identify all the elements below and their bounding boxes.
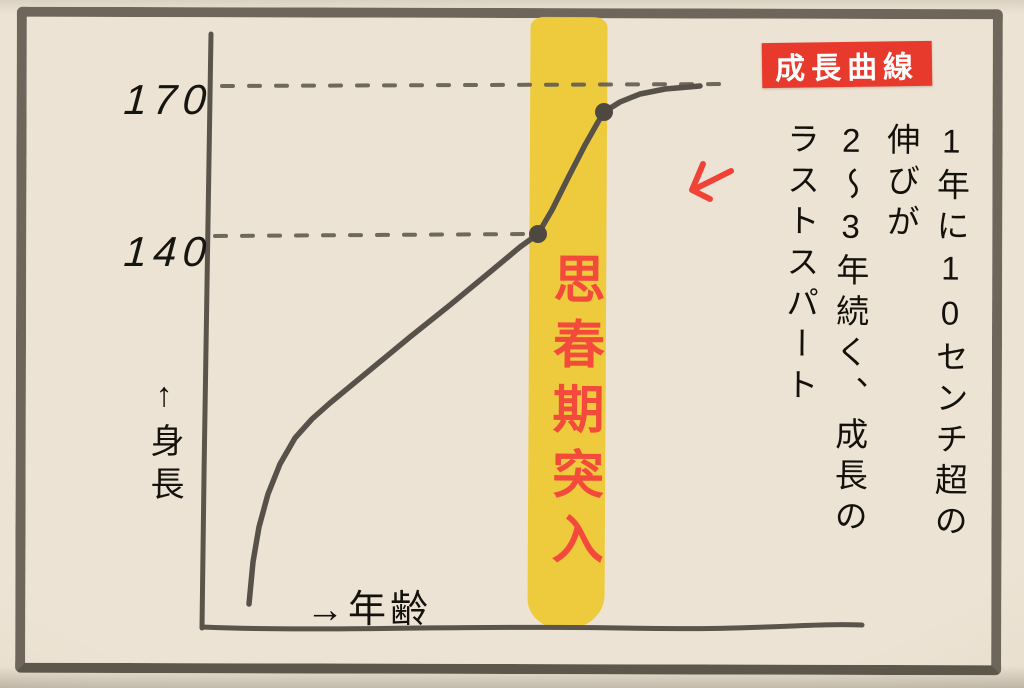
growth-spurt-annotation: 1年に10センチ超の 伸びが 2〜3年続く、成長の ラストスパート [772, 121, 976, 652]
annotation-line: ラストスパート [780, 121, 820, 409]
puberty-band-label: 思春期突入 [542, 251, 604, 578]
red-arrow-icon [689, 161, 734, 202]
gridline-140 [213, 232, 529, 238]
curve-marker-dot [529, 225, 547, 243]
annotation-line: 伸びが [881, 122, 920, 246]
x-axis-label: →年齢 [306, 578, 432, 633]
x-axis-line [199, 622, 865, 632]
chart-title-badge: 成長曲線 [761, 40, 933, 89]
y-axis-label-text: 身長 [145, 423, 183, 509]
annotation-line: 1年に10センチ超の [929, 122, 970, 545]
gridline-170 [220, 82, 735, 88]
up-arrow-icon: ↑ [145, 376, 183, 423]
curve-marker-dot [595, 103, 613, 121]
y-tick-140: 140 [122, 228, 214, 275]
y-tick-170: 170 [122, 76, 214, 123]
y-axis-label: ↑身長 [140, 376, 189, 509]
right-arrow-icon: → [306, 589, 348, 631]
y-axis-line [199, 31, 214, 631]
x-axis-label-text: 年齢 [348, 589, 433, 631]
annotation-line: 2〜3年続く、成長の [829, 121, 870, 540]
growth-curve [246, 83, 703, 607]
